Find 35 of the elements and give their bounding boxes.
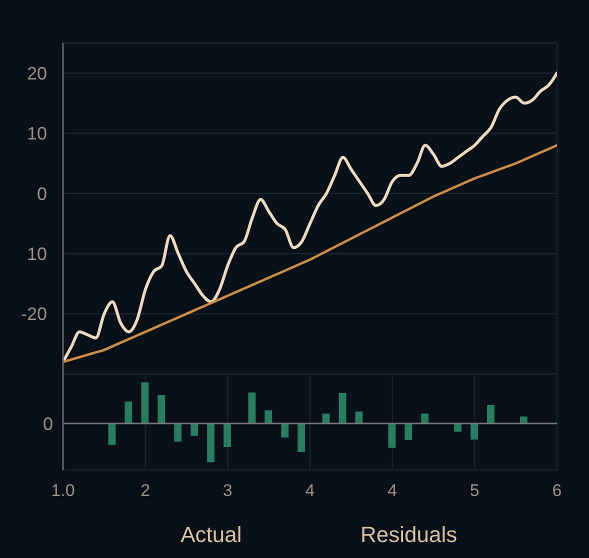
y-tick-label: 10 [26, 124, 47, 144]
bar [338, 392, 346, 424]
y-tick-label: 10 [26, 244, 47, 264]
x-tick-label: 5 [470, 481, 480, 500]
bar [388, 423, 396, 448]
bar [281, 423, 289, 438]
bar [404, 423, 412, 440]
text: Residuals [360, 522, 458, 548]
bar [322, 414, 330, 424]
x-tick-label: 3 [222, 481, 232, 500]
bar [298, 423, 306, 452]
x-tick-label: 4 [388, 481, 398, 500]
x-tick-label: 4 [305, 481, 315, 500]
bar [470, 423, 478, 440]
x-tick-label: 2 [140, 481, 150, 500]
text: Actual [180, 522, 242, 548]
bar [207, 423, 214, 462]
bar [454, 423, 462, 432]
line-series [63, 144, 557, 364]
bar [158, 395, 166, 424]
y-tick-label: -20 [20, 304, 47, 324]
bar [124, 402, 132, 424]
x-tick-label: 1.0 [51, 481, 75, 500]
bar [141, 382, 149, 424]
y-tick-label: 20 [26, 63, 47, 84]
bar [108, 423, 116, 445]
bar [174, 423, 182, 442]
x-tick-label: 6 [552, 481, 562, 500]
bar [224, 423, 231, 447]
y-tick-label: 0 [36, 184, 47, 204]
bar [487, 404, 494, 424]
line-series [63, 72, 557, 364]
bar [264, 410, 272, 424]
bar [248, 392, 256, 424]
bar [190, 423, 198, 436]
